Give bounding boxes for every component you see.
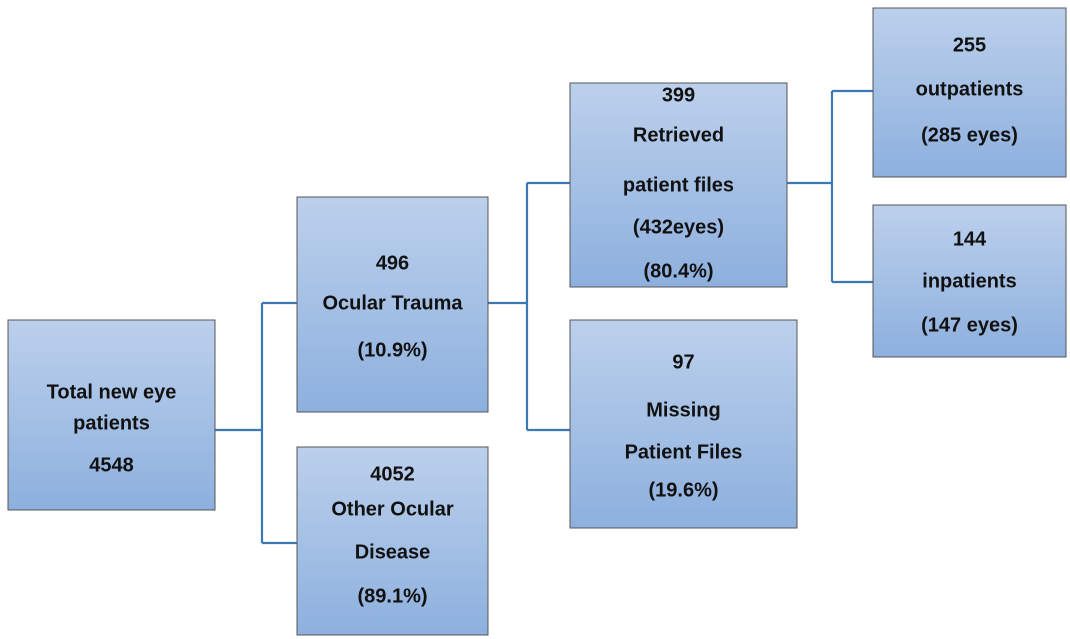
node-label: 496 [376, 252, 409, 274]
node-label: (285 eyes) [921, 124, 1018, 146]
node-label: (89.1%) [357, 585, 427, 607]
node-label: Total new eye [47, 381, 177, 403]
node-label: inpatients [922, 270, 1016, 292]
node-label: 255 [953, 34, 986, 56]
node-box [296, 196, 489, 413]
node-box [872, 7, 1067, 178]
node-label: Patient Files [625, 441, 743, 463]
connector [488, 181, 570, 432]
connectors [215, 89, 873, 545]
node-label: 4548 [89, 454, 134, 476]
connector [787, 89, 873, 284]
node-label: Ocular Trauma [322, 292, 463, 314]
node-label: Retrieved [633, 124, 724, 146]
node-label: (80.4%) [643, 260, 713, 282]
node-label: patient files [623, 174, 734, 196]
node-label: patients [73, 412, 150, 434]
node-label: 399 [662, 84, 695, 106]
node-label: Disease [355, 541, 431, 563]
node-label: 97 [672, 351, 694, 373]
node-box [7, 319, 216, 511]
node-label: Other Ocular [331, 498, 453, 520]
node-box [872, 204, 1067, 358]
node-box [569, 319, 798, 529]
node-label: outpatients [916, 78, 1024, 100]
node-label: 4052 [370, 463, 415, 485]
node-label: (147 eyes) [921, 314, 1018, 336]
node-label: (10.9%) [357, 339, 427, 361]
node-label: Missing [646, 399, 720, 421]
node-box [569, 82, 788, 288]
node-label: 144 [953, 228, 987, 250]
connector [215, 301, 297, 545]
node-box [296, 446, 489, 636]
node-label: (432eyes) [633, 216, 724, 238]
node-label: (19.6%) [648, 479, 718, 501]
